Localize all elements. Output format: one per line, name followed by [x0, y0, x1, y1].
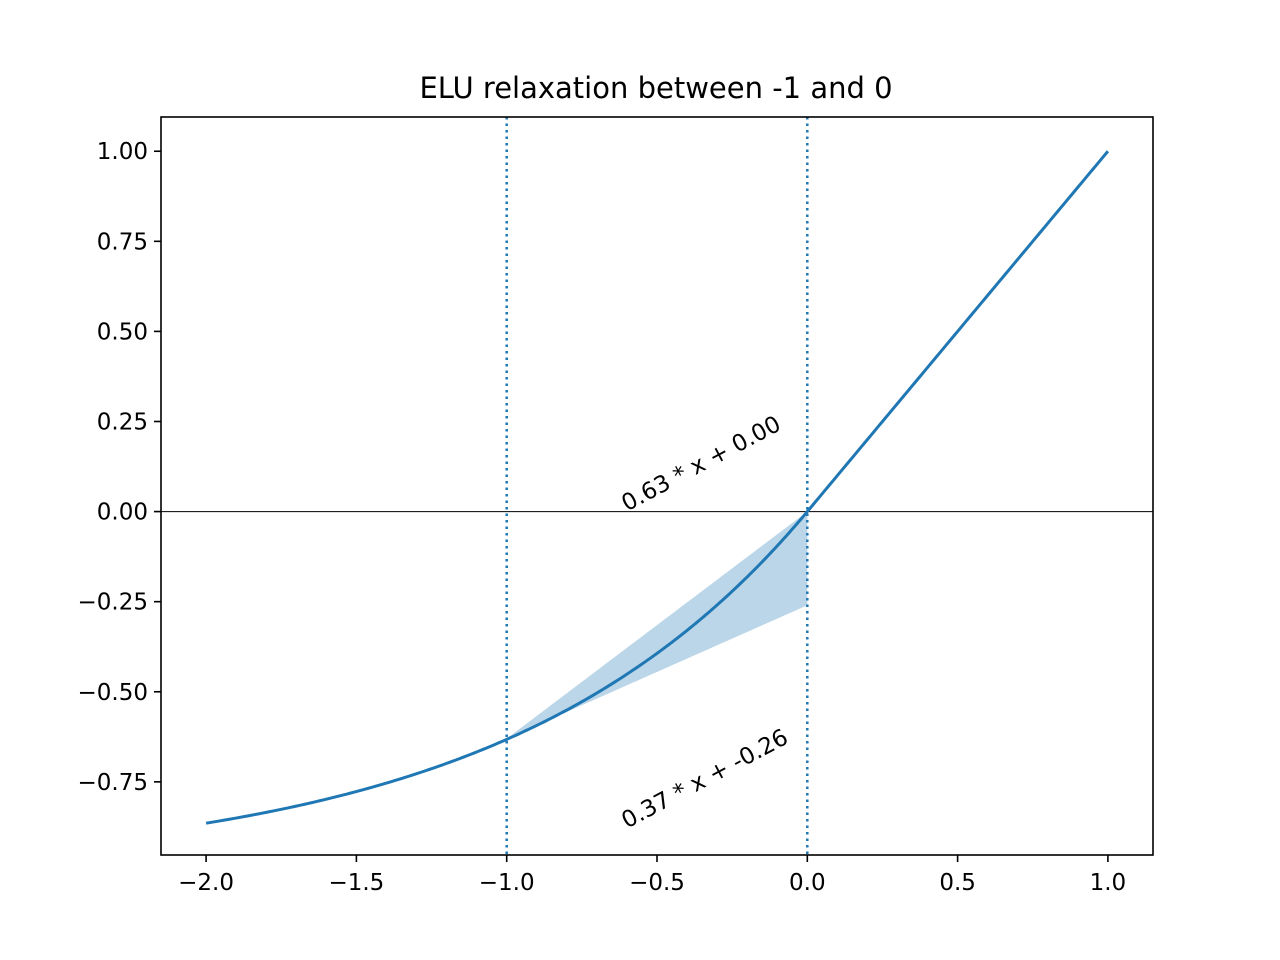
- x-tick-label: −0.5: [629, 870, 685, 896]
- y-tick-label: 0.25: [97, 409, 148, 435]
- y-tick-label: 0.00: [97, 500, 148, 526]
- x-tick-label: 1.0: [1090, 870, 1127, 896]
- x-tick-label: −2.0: [178, 870, 234, 896]
- chart-title: ELU relaxation between -1 and 0: [419, 71, 892, 105]
- relaxation-fill-region: [506, 511, 808, 739]
- y-tick-label: 0.50: [97, 319, 148, 345]
- plot-content: [161, 117, 1153, 855]
- y-tick-label: −0.75: [78, 770, 148, 796]
- axes: −2.0 −1.5 −1.0 −0.5 0.0 0.5 1.0 1.00 0.75 0.50 0.2…: [78, 116, 1154, 896]
- y-tick-label: 1.00: [97, 139, 148, 165]
- x-tick-label: −1.5: [328, 870, 384, 896]
- y-tick-label: −0.50: [78, 680, 148, 706]
- y-tick-label: −0.25: [78, 590, 148, 616]
- elu-curve-line: [205, 150, 1110, 825]
- x-tick-label: 0.0: [789, 870, 826, 896]
- x-tick-label: −1.0: [479, 870, 535, 896]
- y-tick-label: 0.75: [97, 229, 148, 255]
- x-tick-label: 0.5: [939, 870, 976, 896]
